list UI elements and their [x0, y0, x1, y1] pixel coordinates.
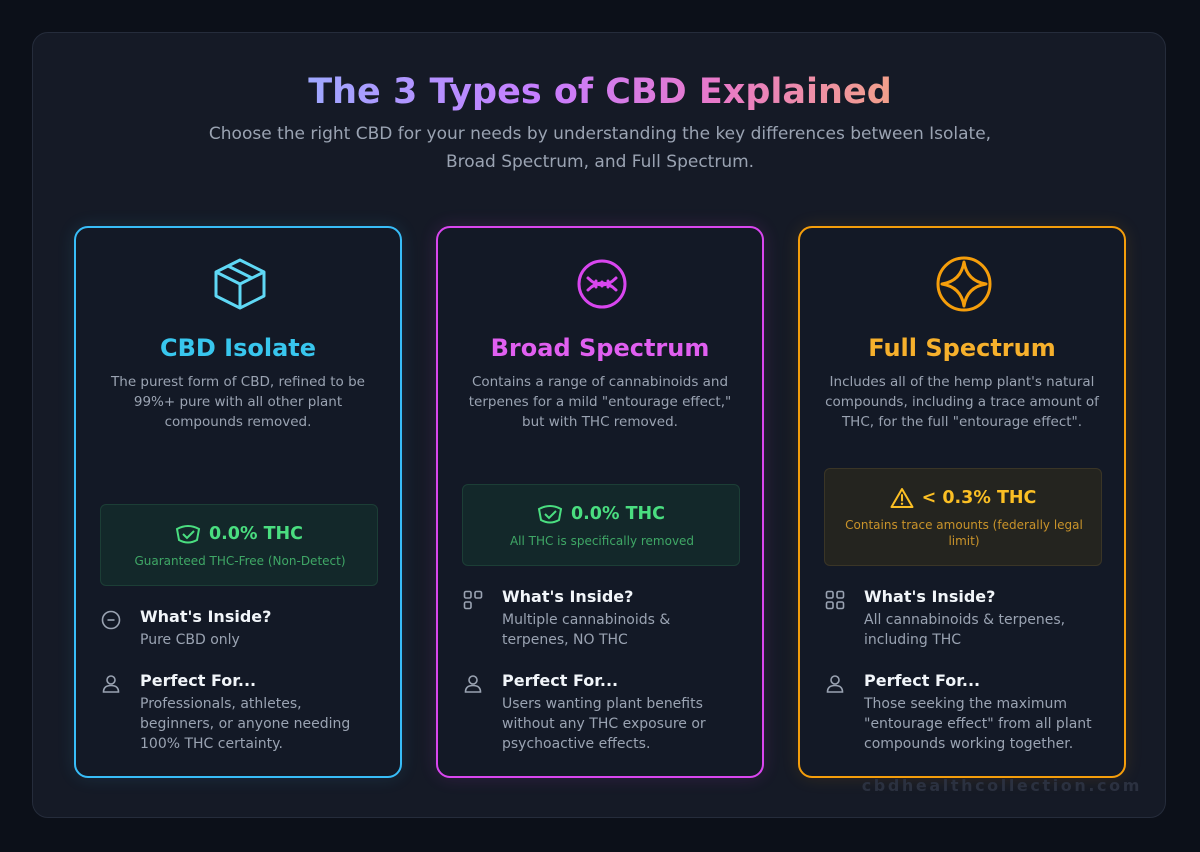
perfect-for-text: Those seeking the maximum "entourage eff…	[864, 696, 1092, 752]
perfect-for-label: Perfect For...	[140, 671, 257, 690]
site-watermark: cbdhealthcollection.com	[861, 776, 1142, 795]
card-title: Full Spectrum	[868, 334, 1056, 362]
minus-circle-icon	[101, 610, 121, 630]
dna-circle-icon	[577, 259, 627, 309]
grid-icon	[463, 590, 483, 610]
warning-icon	[890, 488, 914, 508]
whats-inside-text: All cannabinoids & terpenes, including T…	[864, 612, 1066, 648]
card-description: Contains a range of cannabinoids and ter…	[468, 374, 732, 430]
whats-inside-label: What's Inside?	[140, 607, 272, 626]
user-icon	[102, 675, 120, 693]
card-broad-spectrum: Broad Spectrum Contains a range of canna…	[436, 226, 764, 778]
user-icon	[826, 675, 844, 693]
thc-value: 0.0% THC	[570, 504, 666, 524]
card-title: CBD Isolate	[159, 334, 317, 362]
whats-inside-label: What's Inside?	[864, 587, 996, 606]
perfect-for-label: Perfect For...	[864, 671, 981, 690]
whats-inside-text: Pure CBD only	[140, 632, 240, 648]
user-icon	[464, 675, 482, 693]
shield-check-icon	[175, 525, 201, 544]
whats-inside-label: What's Inside?	[502, 587, 634, 606]
card-full-spectrum: Full Spectrum Includes all of the hemp p…	[798, 226, 1126, 778]
thc-badge: < 0.3% THC Contains trace amounts (feder…	[824, 468, 1102, 566]
box-icon	[214, 258, 266, 310]
page-subtitle: Choose the right CBD for your needs by u…	[208, 124, 992, 172]
card-cbd-isolate: CBD Isolate The purest form of CBD, refi…	[74, 226, 402, 778]
shield-check-icon	[537, 505, 563, 524]
thc-value: 0.0% THC	[208, 524, 304, 544]
sparkle-circle-icon	[936, 256, 992, 312]
page-title: The 3 Types of CBD Explained	[308, 72, 892, 112]
thc-note: Guaranteed THC-Free (Non-Detect)	[134, 554, 346, 568]
thc-note: Contains trace amounts (federally legal …	[845, 518, 1083, 548]
thc-badge: 0.0% THC All THC is specifically removed	[462, 484, 740, 566]
perfect-for-text: Professionals, athletes, beginners, or a…	[140, 696, 351, 752]
perfect-for-label: Perfect For...	[502, 671, 619, 690]
card-description: The purest form of CBD, refined to be 99…	[111, 374, 365, 430]
card-title: Broad Spectrum	[490, 334, 710, 362]
perfect-for-text: Users wanting plant benefits without any…	[502, 696, 706, 752]
thc-note: All THC is specifically removed	[509, 534, 695, 548]
thc-badge: 0.0% THC Guaranteed THC-Free (Non-Detect…	[100, 504, 378, 586]
grid-icon	[825, 590, 845, 610]
thc-value: < 0.3% THC	[921, 488, 1037, 508]
whats-inside-text: Multiple cannabinoids & terpenes, NO THC	[502, 612, 671, 648]
card-description: Includes all of the hemp plant's natural…	[825, 374, 1099, 430]
